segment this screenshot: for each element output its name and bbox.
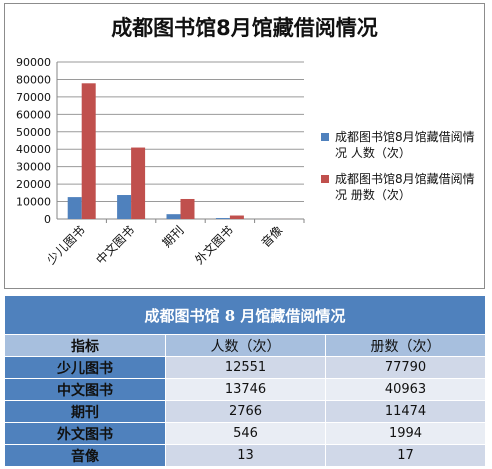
x-tick-label: 中文图书 xyxy=(93,223,138,268)
bar-chart: 0 10000 20000 30000 40000 50000 60000 70000 8000… xyxy=(16,56,305,268)
y-tick-label: 70000 xyxy=(16,91,51,104)
bar xyxy=(215,218,230,219)
row-books: 11474 xyxy=(325,400,486,423)
table-row: 中文图书 13746 40963 xyxy=(4,378,486,401)
chart-panel: 成都图书馆8月馆藏借阅情况 0 10000 20000 30000 40000 50000… xyxy=(4,3,485,289)
bar xyxy=(81,83,96,219)
table-row: 期刊 2766 11474 xyxy=(4,400,486,423)
bar xyxy=(117,195,132,219)
row-books: 77790 xyxy=(325,356,486,379)
chart-title: 成都图书馆8月馆藏借阅情况 xyxy=(111,16,378,40)
row-name: 音像 xyxy=(4,444,166,467)
row-people: 2766 xyxy=(165,400,326,423)
legend-item-people: 成都图书馆8月馆藏借阅情况 人数（次） xyxy=(321,129,486,161)
y-tick-label: 40000 xyxy=(16,143,51,156)
row-books: 1994 xyxy=(325,422,486,445)
stats-table: 成都图书馆 8 月馆藏借阅情况 指标 人数（次） 册数（次） 少儿图书 1255… xyxy=(4,295,486,467)
row-name: 中文图书 xyxy=(4,378,166,401)
y-tick-label: 20000 xyxy=(16,178,51,191)
header-indicator: 指标 xyxy=(4,334,166,357)
legend-label-books: 成都图书馆8月馆藏借阅情况 册数（次） xyxy=(335,172,475,202)
y-tick-label: 90000 xyxy=(16,56,51,69)
legend-swatch-people xyxy=(321,133,329,141)
table-row: 外文图书 546 1994 xyxy=(4,422,486,445)
row-people: 13 xyxy=(165,444,326,467)
row-people: 546 xyxy=(165,422,326,445)
row-people: 12551 xyxy=(165,356,326,379)
x-tick-label: 期刊 xyxy=(160,223,187,250)
bar xyxy=(229,215,244,219)
table-header-row: 指标 人数（次） 册数（次） xyxy=(4,334,486,357)
chart-legend: 成都图书馆8月馆藏借阅情况 人数（次） 成都图书馆8月馆藏借阅情况 册数（次） xyxy=(321,129,486,213)
legend-swatch-books xyxy=(321,175,329,183)
row-name: 期刊 xyxy=(4,400,166,423)
row-books: 40963 xyxy=(325,378,486,401)
header-books: 册数（次） xyxy=(325,334,486,357)
bar xyxy=(67,197,82,219)
header-people: 人数（次） xyxy=(165,334,326,357)
y-tick-label: 30000 xyxy=(16,161,51,174)
x-tick-label: 外文图书 xyxy=(191,223,236,268)
legend-item-books: 成都图书馆8月馆藏借阅情况 册数（次） xyxy=(321,171,486,203)
bar xyxy=(166,214,181,219)
table-title: 成都图书馆 8 月馆藏借阅情况 xyxy=(4,295,486,335)
bar xyxy=(180,198,195,219)
row-people: 13746 xyxy=(165,378,326,401)
row-name: 外文图书 xyxy=(4,422,166,445)
y-tick-label: 80000 xyxy=(16,73,51,86)
table-row: 音像 13 17 xyxy=(4,444,486,467)
y-tick-label: 10000 xyxy=(16,196,51,209)
x-tick-label: 音像 xyxy=(258,223,286,251)
legend-label-people: 成都图书馆8月馆藏借阅情况 人数（次） xyxy=(335,130,475,160)
stats-table-wrap: 成都图书馆 8 月馆藏借阅情况 指标 人数（次） 册数（次） 少儿图书 1255… xyxy=(4,295,486,467)
row-books: 17 xyxy=(325,444,486,467)
table-row: 少儿图书 12551 77790 xyxy=(4,356,486,379)
y-tick-label: 60000 xyxy=(16,108,51,121)
x-tick-label: 少儿图书 xyxy=(44,223,88,267)
bar xyxy=(131,147,146,219)
row-name: 少儿图书 xyxy=(4,356,166,379)
y-tick-label: 0 xyxy=(44,213,51,226)
y-tick-label: 50000 xyxy=(16,126,51,139)
